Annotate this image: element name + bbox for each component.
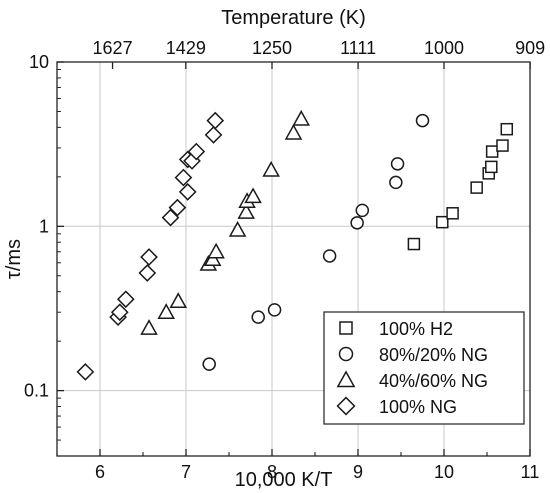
data-point-diamond [168, 198, 187, 217]
data-point-circle [415, 113, 430, 128]
data-point-square [496, 139, 509, 152]
series-square [407, 122, 514, 251]
data-point-circle [390, 157, 405, 171]
y-tick-label: 0.1 [24, 381, 49, 401]
legend-marker-circle [338, 346, 354, 362]
plot-frame [56, 61, 531, 457]
x-tick-label: 7 [181, 462, 191, 482]
data-point-triangle [203, 250, 222, 267]
legend-label: 100% H2 [379, 319, 453, 339]
x-tick-label: 11 [521, 462, 540, 482]
data-point-diamond [140, 248, 158, 266]
data-point-triangle [237, 203, 255, 219]
legend-marker-triangle [336, 370, 356, 388]
y-tick-label: 10 [29, 52, 49, 72]
data-point-square [500, 122, 514, 136]
data-point-circle [267, 303, 282, 317]
top-tick-label: 1000 [424, 38, 464, 58]
x-tick-label: 9 [353, 462, 363, 482]
data-point-triangle [262, 161, 280, 177]
data-point-triangle [169, 292, 188, 308]
series-circle [202, 113, 430, 371]
top-tick-label: 1627 [93, 38, 133, 58]
top-tick-label: 1111 [340, 38, 376, 58]
x-axis-title: 10,000 K/T [235, 469, 333, 491]
x-tick-label: 6 [95, 462, 105, 482]
top-axis-title: Temperature (K) [221, 7, 366, 29]
series-triangle [140, 109, 311, 335]
data-point-square [485, 160, 498, 174]
data-point-diamond [178, 183, 197, 201]
data-point-diamond [116, 290, 135, 309]
data-point-triangle [157, 303, 175, 319]
data-point-triangle [140, 319, 158, 335]
data-point-diamond [206, 111, 225, 130]
data-point-triangle [207, 242, 225, 259]
legend: 100% H2 80%/20% NG 40%/60% NG 100% NG [323, 311, 525, 425]
data-point-triangle [292, 109, 311, 126]
legend-label: 80%/20% NG [379, 345, 488, 365]
legend-marker-diamond [336, 396, 356, 416]
data-point-square [446, 207, 459, 220]
data-point-square [436, 215, 449, 229]
data-point-diamond [204, 126, 223, 144]
data-point-triangle [244, 187, 262, 204]
x-tick-label: 10 [434, 462, 454, 482]
data-points [76, 109, 514, 381]
data-point-square [407, 237, 421, 251]
data-point-square [485, 145, 499, 158]
y-axis-title: τ/ms [3, 239, 25, 279]
legend-marker-square [339, 321, 353, 335]
data-point-circle [355, 203, 370, 218]
data-point-circle [322, 249, 337, 263]
data-point-diamond [174, 168, 193, 187]
top-tick-label: 1250 [252, 38, 292, 58]
data-point-triangle [228, 220, 247, 237]
data-point-diamond [110, 303, 129, 322]
data-point-triangle [284, 123, 303, 140]
data-point-circle [202, 357, 216, 371]
data-point-diamond [76, 363, 95, 381]
data-point-circle [251, 310, 265, 324]
series-diamond [76, 111, 225, 381]
x-tick-label: 8 [267, 462, 277, 482]
data-point-circle [389, 175, 403, 190]
data-point-square [470, 181, 483, 194]
axis-ticks: 6 7 8 9 10 11 0.1 1 10 1627 1429 1250 1111 1000 909 [24, 38, 545, 482]
grid-lines [57, 62, 530, 456]
data-point-diamond [161, 208, 180, 227]
data-point-diamond [138, 264, 157, 282]
legend-label: 40%/60% NG [379, 371, 488, 391]
data-point-diamond [187, 142, 206, 161]
data-point-circle [350, 216, 364, 230]
legend-label: 100% NG [379, 397, 457, 417]
y-tick-label: 1 [39, 216, 49, 236]
legend-box [323, 311, 525, 425]
top-tick-label: 909 [515, 38, 545, 58]
top-tick-label: 1429 [166, 38, 206, 58]
